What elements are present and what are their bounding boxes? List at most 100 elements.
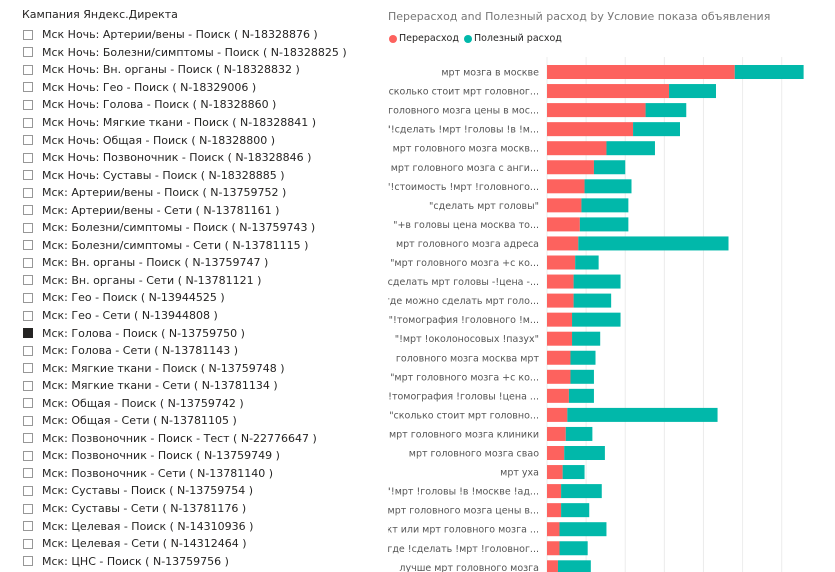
bar-useful-spend[interactable]	[645, 103, 687, 118]
checkbox[interactable]	[23, 398, 33, 409]
slicer-item[interactable]: Мск: Артерии/вены - Сети ( N-13781161 )	[22, 201, 382, 219]
bar-overspend[interactable]	[547, 236, 579, 251]
checkbox[interactable]	[23, 310, 33, 321]
checkbox[interactable]	[23, 152, 33, 163]
legend-item[interactable]: Перерасход	[389, 33, 459, 44]
bar-useful-spend[interactable]	[570, 350, 596, 365]
checkbox[interactable]	[23, 538, 33, 549]
bar-useful-spend[interactable]	[568, 388, 594, 403]
checkbox[interactable]	[23, 521, 33, 532]
bar-overspend[interactable]	[547, 122, 634, 137]
checkbox[interactable]	[23, 99, 33, 110]
checkbox[interactable]	[23, 363, 33, 374]
checkbox[interactable]	[23, 135, 33, 146]
slicer-item[interactable]: Мск: Позвоночник - Поиск ( N-13759749 )	[22, 447, 382, 465]
bar-overspend[interactable]	[547, 465, 563, 480]
slicer-item[interactable]: Мск: Артерии/вены - Поиск ( N-13759752 )	[22, 184, 382, 202]
bar-useful-spend[interactable]	[573, 274, 621, 289]
slicer-item[interactable]: Мск: Мягкие ткани - Поиск ( N-13759748 )	[22, 359, 382, 377]
bar-overspend[interactable]	[547, 312, 573, 327]
slicer-item[interactable]: Мск: Голова - Поиск ( N-13759750 )	[22, 324, 382, 342]
checkbox-checked[interactable]	[23, 328, 33, 339]
bar-useful-spend[interactable]	[559, 522, 607, 537]
bar-useful-spend[interactable]	[606, 141, 655, 156]
bar-overspend[interactable]	[547, 331, 573, 346]
bar-overspend[interactable]	[547, 160, 594, 175]
bar-useful-spend[interactable]	[559, 541, 588, 556]
bar-overspend[interactable]	[547, 179, 585, 194]
checkbox[interactable]	[23, 257, 33, 268]
bar-overspend[interactable]	[547, 103, 646, 118]
slicer-item[interactable]: Мск: Целевая - Сети ( N-14312464 )	[22, 535, 382, 553]
slicer-item[interactable]: Мск: Гео - Сети ( N-13944808 )	[22, 307, 382, 325]
checkbox[interactable]	[23, 29, 33, 40]
slicer-item[interactable]: Мск: Общая - Сети ( N-13781105 )	[22, 412, 382, 430]
checkbox[interactable]	[23, 240, 33, 251]
checkbox[interactable]	[23, 222, 33, 233]
bar-overspend[interactable]	[547, 426, 566, 441]
slicer-item[interactable]: Мск: Вн. органы - Поиск ( N-13759747 )	[22, 254, 382, 272]
slicer-item[interactable]: Мск Ночь: Общая - Поиск ( N-18328800 )	[22, 131, 382, 149]
bar-useful-spend[interactable]	[562, 465, 585, 480]
bar-useful-spend[interactable]	[570, 369, 594, 384]
checkbox[interactable]	[23, 503, 33, 514]
bar-useful-spend[interactable]	[669, 84, 716, 99]
slicer-item[interactable]: Мск Ночь: Суставы - Поиск ( N-18328885 )	[22, 166, 382, 184]
checkbox[interactable]	[23, 292, 33, 303]
slicer-item[interactable]: Мск: Болезни/симптомы - Сети ( N-1378111…	[22, 237, 382, 255]
slicer-item[interactable]: Мск Ночь: Вн. органы - Поиск ( N-1832883…	[22, 61, 382, 79]
slicer-item[interactable]: Мск: Позвоночник - Поиск - Тест ( N-2277…	[22, 430, 382, 448]
slicer-item[interactable]: Мск Ночь: Мягкие ткани - Поиск ( N-18328…	[22, 114, 382, 132]
bar-overspend[interactable]	[547, 293, 574, 308]
bar-useful-spend[interactable]	[565, 426, 593, 441]
checkbox[interactable]	[23, 64, 33, 75]
bar-overspend[interactable]	[547, 541, 560, 556]
slicer-item[interactable]: Мск: Целевая - Поиск ( N-14310936 )	[22, 517, 382, 535]
slicer-item[interactable]: Мск: ЦНС - Поиск ( N-13759756 )	[22, 552, 382, 570]
bar-overspend[interactable]	[547, 255, 576, 270]
checkbox[interactable]	[23, 205, 33, 216]
bar-overspend[interactable]	[547, 369, 571, 384]
bar-overspend[interactable]	[547, 503, 562, 518]
slicer-item[interactable]: Мск: Болезни/симптомы - Поиск ( N-137597…	[22, 219, 382, 237]
slicer-item[interactable]: Мск Ночь: Артерии/вены - Поиск ( N-18328…	[22, 26, 382, 44]
checkbox[interactable]	[23, 82, 33, 93]
bar-overspend[interactable]	[547, 446, 565, 460]
bar-useful-spend[interactable]	[575, 255, 599, 270]
bar-useful-spend[interactable]	[561, 484, 602, 499]
bar-useful-spend[interactable]	[584, 179, 632, 194]
checkbox[interactable]	[23, 345, 33, 356]
bar-useful-spend[interactable]	[564, 446, 605, 460]
slicer-item[interactable]: Мск: Вн. органы - Сети ( N-13781121 )	[22, 272, 382, 290]
checkbox[interactable]	[23, 117, 33, 128]
bar-overspend[interactable]	[547, 388, 569, 403]
bar-overspend[interactable]	[547, 407, 568, 422]
bar-useful-spend[interactable]	[567, 407, 718, 422]
bar-overspend[interactable]	[547, 350, 571, 365]
bar-overspend[interactable]	[547, 484, 562, 499]
checkbox[interactable]	[23, 556, 33, 567]
bar-overspend[interactable]	[547, 141, 607, 156]
slicer-item[interactable]: Мск Ночь: Голова - Поиск ( N-18328860 )	[22, 96, 382, 114]
bar-useful-spend[interactable]	[578, 236, 729, 251]
checkbox[interactable]	[23, 433, 33, 444]
slicer-item[interactable]: Мск: Суставы - Поиск ( N-13759754 )	[22, 482, 382, 500]
checkbox[interactable]	[23, 380, 33, 391]
slicer-item[interactable]: Мск: Позвоночник - Сети ( N-13781140 )	[22, 465, 382, 483]
bar-useful-spend[interactable]	[557, 560, 591, 572]
bar-useful-spend[interactable]	[593, 160, 626, 175]
bar-useful-spend[interactable]	[573, 293, 612, 308]
bar-overspend[interactable]	[547, 84, 670, 99]
legend-item[interactable]: Полезный расход	[463, 33, 562, 44]
slicer-item[interactable]: Мск: Гео - Поиск ( N-13944525 )	[22, 289, 382, 307]
bar-useful-spend[interactable]	[572, 312, 621, 327]
bar-overspend[interactable]	[547, 198, 582, 213]
checkbox[interactable]	[23, 485, 33, 496]
checkbox[interactable]	[23, 170, 33, 181]
slicer-item[interactable]: Мск Ночь: Позвоночник - Поиск ( N-183288…	[22, 149, 382, 167]
checkbox[interactable]	[23, 468, 33, 479]
slicer-item[interactable]: Мск: Общая - Поиск ( N-13759742 )	[22, 394, 382, 412]
bar-useful-spend[interactable]	[572, 331, 601, 346]
slicer-item[interactable]: Мск Ночь: Гео - Поиск ( N-18329006 )	[22, 79, 382, 97]
slicer-item[interactable]: Мск Ночь: Болезни/симптомы - Поиск ( N-1…	[22, 44, 382, 62]
